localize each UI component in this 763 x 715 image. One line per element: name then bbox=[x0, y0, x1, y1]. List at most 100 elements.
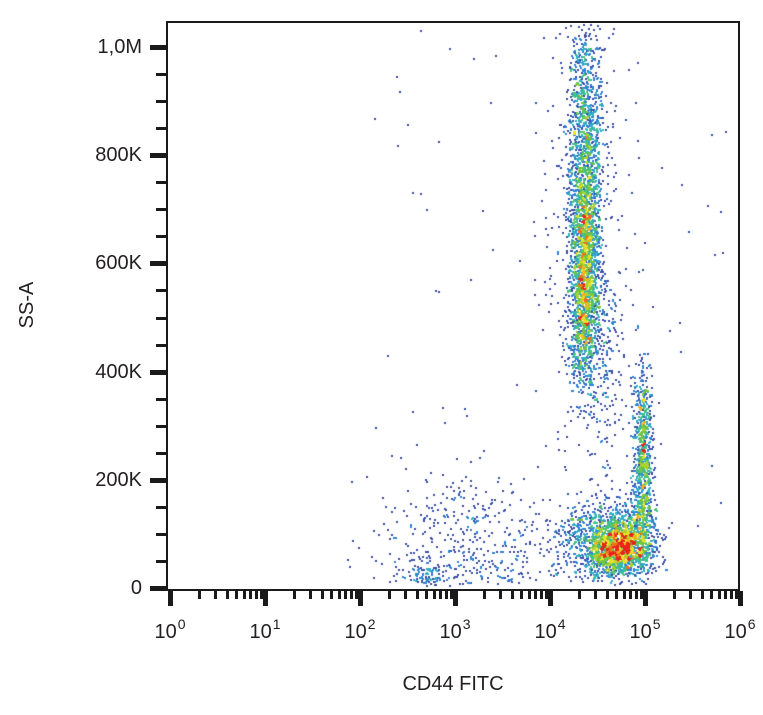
x-minor-tick bbox=[344, 591, 348, 599]
x-tick-exponent: 1 bbox=[272, 616, 281, 632]
x-major-tick bbox=[548, 591, 553, 606]
x-tick-label: 101 bbox=[233, 612, 297, 644]
y-minor-tick bbox=[156, 289, 166, 293]
x-minor-tick bbox=[499, 591, 503, 599]
x-minor-tick bbox=[439, 591, 443, 599]
x-minor-tick bbox=[710, 591, 714, 599]
x-major-tick bbox=[168, 591, 173, 606]
y-tick-label: 600K bbox=[95, 252, 142, 275]
y-minor-tick bbox=[156, 235, 166, 239]
x-minor-tick bbox=[520, 591, 524, 599]
x-tick-base: 10 bbox=[344, 621, 367, 643]
x-minor-tick bbox=[432, 591, 436, 599]
x-minor-tick bbox=[729, 591, 733, 599]
x-minor-tick bbox=[511, 591, 515, 599]
x-minor-tick bbox=[734, 591, 738, 599]
y-minor-tick bbox=[156, 424, 166, 428]
x-tick-label: 104 bbox=[518, 612, 582, 644]
y-minor-tick bbox=[156, 100, 166, 104]
y-minor-tick bbox=[156, 208, 166, 212]
y-major-tick bbox=[150, 369, 166, 375]
x-minor-tick bbox=[197, 591, 201, 599]
x-minor-tick bbox=[527, 591, 531, 599]
y-major-tick bbox=[150, 477, 166, 483]
x-minor-tick bbox=[449, 591, 453, 599]
x-major-tick bbox=[453, 591, 458, 606]
y-major-tick bbox=[150, 261, 166, 267]
x-minor-tick bbox=[292, 591, 296, 599]
y-minor-tick bbox=[156, 397, 166, 401]
x-minor-tick bbox=[242, 591, 246, 599]
x-minor-tick bbox=[309, 591, 313, 599]
x-minor-tick bbox=[577, 591, 581, 599]
y-minor-tick bbox=[156, 73, 166, 77]
x-minor-tick bbox=[534, 591, 538, 599]
x-minor-tick bbox=[444, 591, 448, 599]
x-minor-tick bbox=[622, 591, 626, 599]
x-major-tick bbox=[263, 591, 268, 606]
x-minor-tick bbox=[717, 591, 721, 599]
x-minor-tick bbox=[672, 591, 676, 599]
x-minor-tick bbox=[544, 591, 548, 599]
x-tick-exponent: 4 bbox=[557, 616, 566, 632]
x-tick-label: 106 bbox=[708, 612, 763, 644]
x-tick-exponent: 2 bbox=[367, 616, 376, 632]
x-tick-exponent: 6 bbox=[747, 616, 756, 632]
x-minor-tick bbox=[629, 591, 633, 599]
y-minor-tick bbox=[156, 451, 166, 455]
x-minor-tick bbox=[615, 591, 619, 599]
x-major-tick bbox=[643, 591, 648, 606]
x-minor-tick bbox=[349, 591, 353, 599]
x-major-tick bbox=[738, 591, 743, 606]
x-minor-tick bbox=[249, 591, 253, 599]
x-tick-base: 10 bbox=[534, 621, 557, 643]
x-minor-tick bbox=[259, 591, 263, 599]
x-tick-label: 103 bbox=[423, 612, 487, 644]
x-tick-label: 105 bbox=[613, 612, 677, 644]
x-tick-exponent: 3 bbox=[462, 616, 471, 632]
x-minor-tick bbox=[701, 591, 705, 599]
x-tick-base: 10 bbox=[154, 621, 177, 643]
y-axis-title: SS-A bbox=[16, 281, 38, 329]
x-minor-tick bbox=[330, 591, 334, 599]
y-tick-label: 400K bbox=[95, 360, 142, 383]
x-minor-tick bbox=[416, 591, 420, 599]
x-minor-tick bbox=[214, 591, 218, 599]
y-major-tick bbox=[150, 153, 166, 159]
x-minor-tick bbox=[482, 591, 486, 599]
x-minor-tick bbox=[634, 591, 638, 599]
x-minor-tick bbox=[724, 591, 728, 599]
x-tick-base: 10 bbox=[439, 621, 462, 643]
x-minor-tick bbox=[639, 591, 643, 599]
x-tick-base: 10 bbox=[724, 621, 747, 643]
x-minor-tick bbox=[594, 591, 598, 599]
plot-area bbox=[166, 21, 740, 591]
x-minor-tick bbox=[254, 591, 258, 599]
x-minor-tick bbox=[337, 591, 341, 599]
x-minor-tick bbox=[539, 591, 543, 599]
x-minor-tick bbox=[321, 591, 325, 599]
y-major-tick bbox=[150, 45, 166, 50]
x-minor-tick bbox=[689, 591, 693, 599]
scatter-canvas bbox=[168, 23, 738, 589]
y-tick-label: 1,0M bbox=[97, 36, 142, 58]
x-axis-title: CD44 FITC bbox=[402, 673, 504, 695]
y-minor-tick bbox=[156, 343, 166, 347]
x-tick-label: 100 bbox=[138, 612, 202, 644]
x-tick-label: 102 bbox=[328, 612, 392, 644]
y-minor-tick bbox=[156, 532, 166, 536]
x-tick-exponent: 0 bbox=[177, 616, 186, 632]
y-minor-tick bbox=[156, 316, 166, 320]
x-minor-tick bbox=[404, 591, 408, 599]
y-major-tick bbox=[150, 586, 166, 591]
y-tick-label: 200K bbox=[95, 468, 142, 491]
y-minor-tick bbox=[156, 505, 166, 509]
y-minor-tick bbox=[156, 127, 166, 131]
x-minor-tick bbox=[235, 591, 239, 599]
x-major-tick bbox=[358, 591, 363, 606]
x-minor-tick bbox=[425, 591, 429, 599]
x-minor-tick bbox=[606, 591, 610, 599]
x-tick-base: 10 bbox=[249, 621, 272, 643]
y-minor-tick bbox=[156, 559, 166, 563]
